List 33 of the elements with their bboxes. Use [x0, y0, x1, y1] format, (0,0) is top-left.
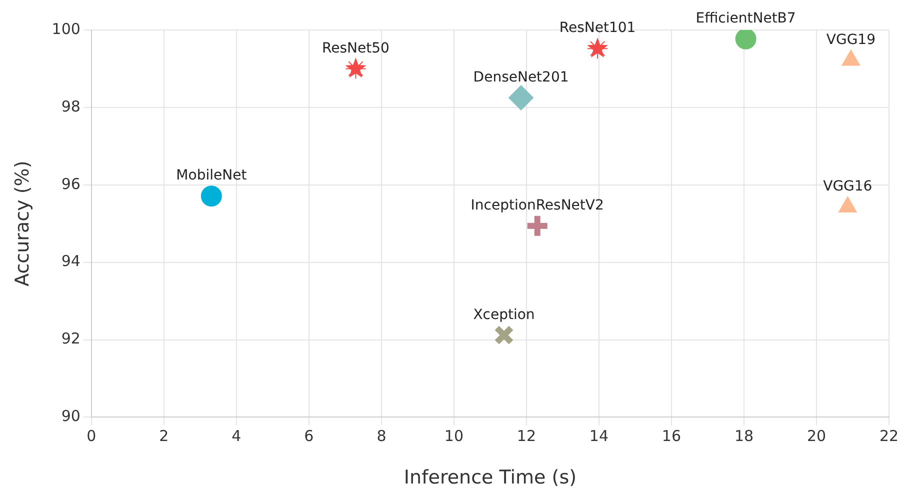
y-tick-label: 96 — [61, 174, 80, 193]
series-label: EfficientNetB7 — [696, 10, 796, 27]
series-label: ResNet50 — [322, 40, 390, 56]
x-tick-label: 10 — [444, 427, 464, 446]
y-tick-label: 98 — [61, 97, 80, 116]
series-label: DenseNet201 — [473, 69, 569, 86]
x-axis-title: Inference Time (s) — [404, 466, 577, 489]
y-tick-label: 100 — [52, 20, 80, 38]
x-tick-label: 12 — [516, 427, 536, 446]
x-tick-label: 20 — [806, 427, 826, 446]
x-tick-label: 4 — [232, 427, 242, 446]
x-tick-label: 16 — [662, 427, 682, 446]
x-tick-label: 2 — [159, 427, 169, 446]
x-tick-label: 0 — [86, 427, 96, 446]
series-label: VGG16 — [823, 178, 872, 195]
series-label: InceptionResNetV2 — [470, 198, 604, 214]
series-label: ResNet101 — [559, 20, 636, 36]
point — [735, 30, 756, 50]
x-tick-label: 18 — [734, 427, 754, 446]
y-axis-title: Accuracy (%) — [11, 160, 34, 286]
series-label: Xception — [473, 306, 535, 323]
y-tick-label: 90 — [61, 407, 80, 426]
x-tick-label: 14 — [589, 427, 609, 446]
point — [200, 186, 222, 207]
series-label: MobileNet — [176, 168, 248, 184]
x-tick-label: 8 — [376, 427, 386, 446]
y-tick-label: 92 — [61, 330, 80, 348]
y-tick-label: 94 — [61, 252, 80, 270]
point — [494, 325, 514, 346]
series-label: VGG19 — [826, 32, 876, 48]
point — [508, 85, 534, 110]
x-tick-label: 22 — [879, 427, 899, 446]
x-tick-label: 6 — [304, 427, 314, 446]
